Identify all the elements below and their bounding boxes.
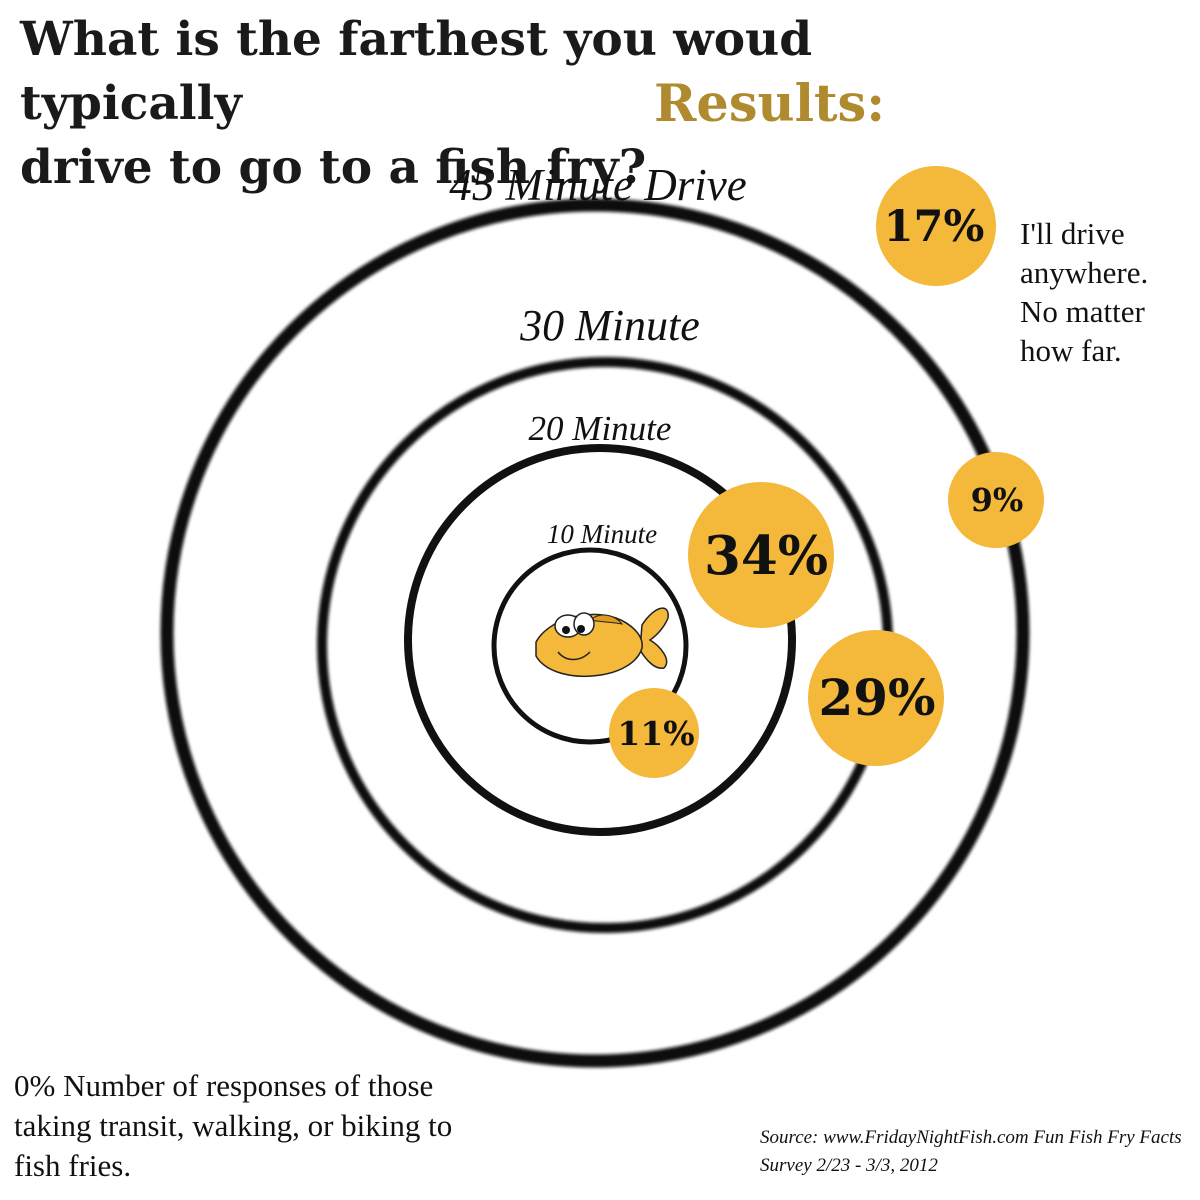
bubble-30-minute — [808, 630, 944, 766]
ring-20-minute — [404, 444, 796, 836]
ring-label-10: 10 Minute — [547, 519, 657, 549]
bubble-20-minute — [688, 482, 834, 628]
anywhere-note: I'll drive anywhere. No matter how far. — [1020, 216, 1149, 368]
bubble-label-45-minute: 9% — [971, 481, 1024, 519]
bubble-label-30-minute: 29% — [818, 668, 935, 727]
title-line-2: drive to go to a fish fry? — [20, 140, 647, 195]
results-heading: Results: — [654, 74, 886, 134]
response-bubbles: 9% 11% 17% 29% 34% — [609, 166, 1044, 778]
ring-45-minute — [160, 198, 1030, 1068]
transit-note: 0% Number of responses of those taking t… — [14, 1068, 453, 1183]
ring-10-minute — [491, 547, 689, 745]
bubble-label-20-minute: 34% — [704, 525, 828, 587]
bubble-anywhere — [876, 166, 996, 286]
bubble-label-anywhere: 17% — [884, 202, 985, 252]
bubble-45-minute — [948, 452, 1044, 548]
chart-title: What is the farthest you woud typically … — [20, 8, 1020, 200]
ring-label-30: 30 Minute — [519, 301, 700, 350]
ring-label-20: 20 Minute — [529, 409, 672, 448]
title-line-1: What is the farthest you woud typically — [20, 12, 813, 131]
bubble-10-minute — [609, 688, 699, 778]
bubble-label-10-minute: 11% — [617, 714, 694, 753]
source-note: Source: www.FridayNightFish.com Fun Fish… — [760, 1127, 1182, 1176]
ring-label-45: 45 Minute Drive — [449, 160, 746, 210]
fish-mascot-icon — [535, 607, 669, 678]
